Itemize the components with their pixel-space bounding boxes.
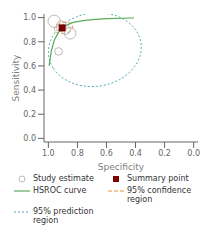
svg-text:0.0: 0.0 <box>23 134 36 143</box>
svg-text:0.6: 0.6 <box>100 149 113 158</box>
svg-text:0.2: 0.2 <box>158 149 171 158</box>
html-text:region: region <box>33 216 59 225</box>
svg-text:1.0: 1.0 <box>42 149 55 158</box>
svg-text:0.8: 0.8 <box>71 149 84 158</box>
html-text:Study estimate: Study estimate <box>33 174 94 183</box>
svg-text:0.0: 0.0 <box>187 149 200 158</box>
html-text:Summary point: Summary point <box>127 174 189 183</box>
svg-text:0.4: 0.4 <box>23 86 36 95</box>
svg-text:0.4: 0.4 <box>129 149 142 158</box>
svg-text:1.0: 1.0 <box>23 13 36 22</box>
html-text:95% prediction: 95% prediction <box>33 207 94 216</box>
html-text:HSROC curve: HSROC curve <box>33 186 87 195</box>
svg-text:Specificity: Specificity <box>98 162 145 172</box>
html-text:region: region <box>127 195 153 204</box>
html-text:95% confidence: 95% confidence <box>127 186 192 195</box>
svg-text:0.2: 0.2 <box>23 110 36 119</box>
svg-text:Sensitivity: Sensitivity <box>11 54 21 102</box>
svg-text:0.6: 0.6 <box>23 62 36 71</box>
svg-text:0.8: 0.8 <box>23 38 36 47</box>
